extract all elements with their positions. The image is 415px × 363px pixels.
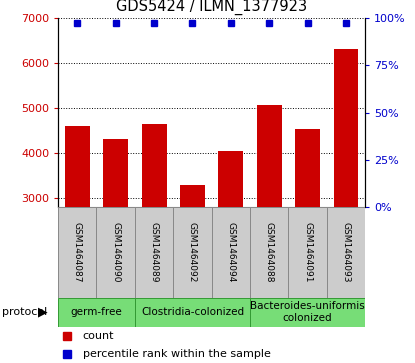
Bar xyxy=(173,207,212,298)
Bar xyxy=(135,207,173,298)
Bar xyxy=(58,298,135,327)
Text: GSM1464089: GSM1464089 xyxy=(149,222,159,282)
Bar xyxy=(334,49,359,207)
Text: GSM1464088: GSM1464088 xyxy=(265,222,274,282)
Text: protocol: protocol xyxy=(2,307,47,317)
Text: GSM1464094: GSM1464094 xyxy=(226,222,235,282)
Bar xyxy=(327,207,365,298)
Text: GSM1464090: GSM1464090 xyxy=(111,222,120,282)
Bar xyxy=(65,126,90,207)
Bar xyxy=(288,207,327,298)
Bar xyxy=(135,298,250,327)
Bar xyxy=(103,139,128,207)
Bar xyxy=(142,124,166,207)
Text: GSM1464092: GSM1464092 xyxy=(188,222,197,282)
Text: GSM1464093: GSM1464093 xyxy=(342,222,351,282)
Bar xyxy=(218,151,243,207)
Bar xyxy=(250,207,288,298)
Text: germ-free: germ-free xyxy=(71,307,122,317)
Text: ▶: ▶ xyxy=(38,306,48,319)
Text: GSM1464087: GSM1464087 xyxy=(73,222,82,282)
Bar xyxy=(257,105,282,207)
Text: GSM1464091: GSM1464091 xyxy=(303,222,312,282)
Text: Clostridia-colonized: Clostridia-colonized xyxy=(141,307,244,317)
Bar xyxy=(250,298,365,327)
Text: Bacteroides-uniformis
colonized: Bacteroides-uniformis colonized xyxy=(250,301,365,323)
Bar xyxy=(96,207,135,298)
Bar xyxy=(58,207,96,298)
Text: percentile rank within the sample: percentile rank within the sample xyxy=(83,349,271,359)
Text: count: count xyxy=(83,331,114,341)
Bar xyxy=(180,185,205,207)
Title: GDS5424 / ILMN_1377923: GDS5424 / ILMN_1377923 xyxy=(116,0,307,15)
Bar xyxy=(212,207,250,298)
Bar xyxy=(295,129,320,207)
